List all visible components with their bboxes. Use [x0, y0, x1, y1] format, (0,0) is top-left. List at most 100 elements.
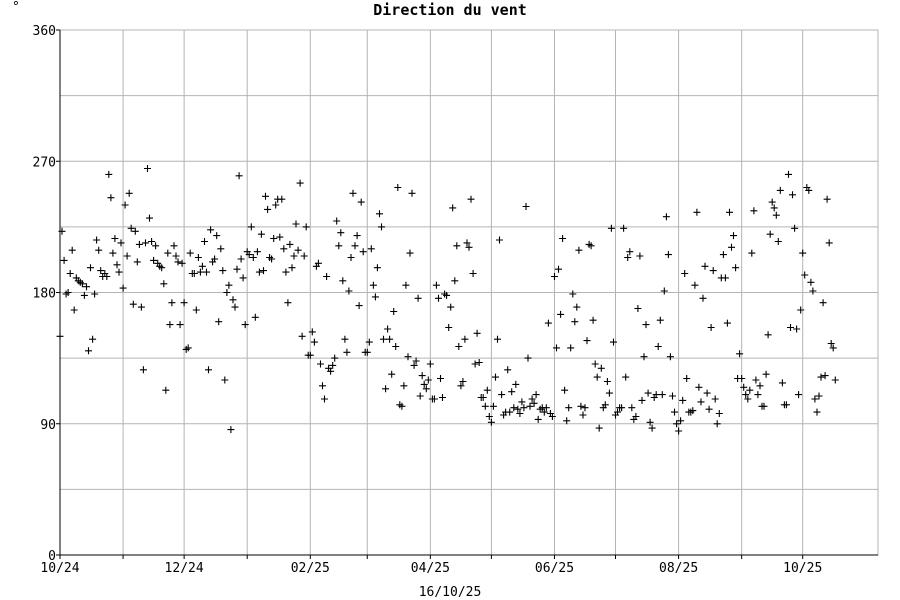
data-point	[376, 210, 383, 218]
data-point	[152, 242, 160, 250]
data-point	[721, 274, 729, 282]
data-point	[93, 236, 101, 244]
data-point	[233, 265, 241, 273]
data-point	[693, 208, 701, 216]
data-point	[508, 388, 516, 396]
data-point	[270, 235, 278, 242]
data-point	[695, 383, 703, 391]
data-point	[445, 324, 453, 331]
x-tick-label: 02/25	[291, 561, 330, 576]
data-point	[526, 402, 534, 410]
data-point	[365, 338, 373, 346]
data-point	[341, 335, 349, 343]
x-tick-label: 12/24	[165, 561, 204, 576]
data-point	[310, 338, 318, 346]
data-point	[308, 328, 316, 336]
data-point	[453, 242, 461, 250]
data-point	[317, 360, 324, 368]
data-point	[123, 252, 131, 260]
data-point	[789, 191, 796, 199]
data-point	[337, 229, 345, 237]
data-point	[142, 239, 149, 247]
data-point	[548, 413, 556, 420]
data-point	[691, 281, 699, 289]
data-point	[744, 395, 752, 403]
data-point	[748, 249, 756, 257]
data-point	[544, 319, 552, 327]
data-point	[406, 249, 414, 257]
data-point	[284, 299, 292, 307]
data-point	[455, 343, 463, 350]
data-point	[750, 207, 758, 215]
data-point	[624, 254, 632, 261]
data-point	[579, 411, 587, 419]
data-point	[300, 252, 308, 260]
y-tick-label: 180	[33, 287, 56, 302]
data-point	[642, 321, 650, 329]
data-point	[306, 351, 314, 359]
data-point	[64, 289, 72, 296]
data-point	[119, 284, 127, 292]
data-point	[520, 404, 528, 412]
data-point	[813, 408, 821, 416]
data-point	[170, 242, 178, 250]
data-point	[469, 270, 477, 277]
data-point	[614, 408, 621, 416]
data-point	[683, 375, 691, 382]
data-point	[196, 268, 204, 276]
data-point	[660, 287, 668, 295]
data-point	[60, 256, 68, 264]
data-point	[80, 291, 88, 299]
data-point	[255, 268, 263, 276]
data-point	[384, 325, 392, 333]
x-tick-label: 08/25	[659, 561, 698, 576]
data-point	[679, 396, 687, 404]
data-point	[449, 204, 457, 212]
data-point	[451, 277, 459, 285]
data-point	[711, 395, 719, 403]
data-point	[229, 296, 237, 304]
data-point	[290, 252, 298, 260]
data-point	[666, 353, 674, 361]
data-point	[540, 408, 548, 416]
data-point	[213, 232, 221, 240]
data-point	[593, 373, 601, 381]
data-point	[528, 395, 536, 403]
data-point	[709, 267, 717, 275]
data-point	[742, 391, 750, 399]
data-point	[113, 261, 121, 269]
data-point	[467, 195, 475, 203]
data-point	[656, 316, 664, 324]
data-point	[471, 360, 479, 368]
data-point	[418, 372, 426, 380]
data-point	[369, 281, 377, 289]
data-point	[371, 293, 379, 301]
data-point	[137, 303, 145, 311]
data-point	[504, 366, 512, 374]
data-point	[164, 249, 172, 257]
data-point	[648, 424, 656, 432]
data-point	[715, 410, 723, 417]
x-tick-label: 10/25	[783, 561, 822, 576]
data-point	[485, 413, 493, 420]
data-point	[347, 254, 355, 261]
data-point	[809, 287, 817, 295]
data-point	[762, 370, 770, 378]
data-point	[463, 239, 471, 247]
data-point	[158, 264, 166, 272]
data-point	[524, 354, 532, 362]
data-point	[412, 357, 420, 365]
data-point	[664, 251, 672, 259]
data-point	[353, 232, 361, 240]
data-point	[601, 401, 609, 409]
data-point	[654, 343, 662, 350]
data-point	[626, 248, 634, 256]
data-point	[422, 385, 430, 393]
data-point	[237, 255, 245, 263]
data-point	[754, 391, 762, 399]
data-point	[416, 392, 424, 400]
data-point	[253, 248, 261, 256]
data-point	[292, 220, 300, 228]
data-point	[532, 391, 540, 399]
